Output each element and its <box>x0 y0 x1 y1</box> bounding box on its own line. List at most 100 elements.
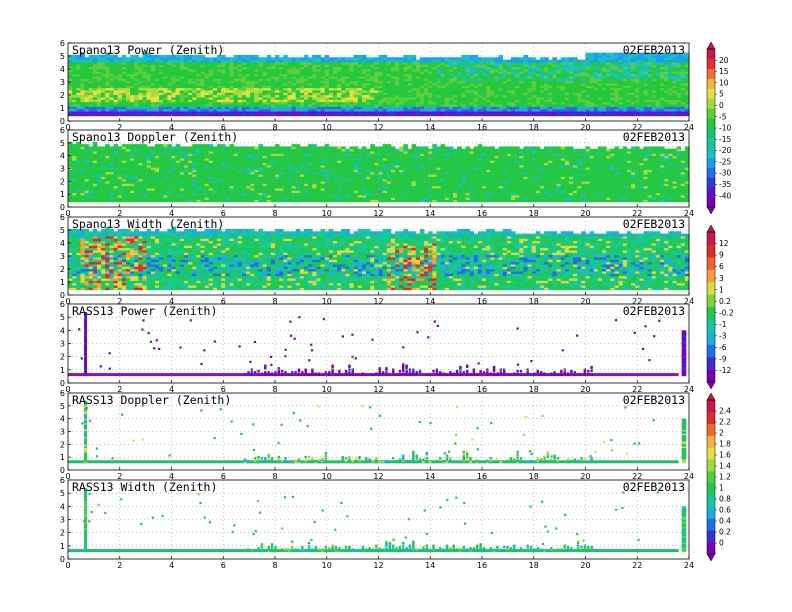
heat-cell <box>361 97 367 100</box>
heat-cell <box>121 61 127 65</box>
heat-cell <box>626 54 632 58</box>
heat-cell <box>84 76 90 79</box>
heat-cell <box>407 85 413 89</box>
heat-cell <box>390 106 396 110</box>
heat-cell <box>96 183 102 187</box>
heat-cell <box>159 174 164 177</box>
heat-cell <box>134 85 139 89</box>
heat-cell <box>262 78 268 82</box>
heat-cell <box>96 108 102 112</box>
heat-cell <box>125 190 131 194</box>
heat-cell <box>217 199 222 203</box>
heat-cell <box>664 66 669 70</box>
heat-cell <box>486 99 491 103</box>
heat-cell <box>428 108 433 112</box>
heat-cell <box>390 59 396 63</box>
heat-cell <box>444 83 450 86</box>
heat-cell <box>183 188 189 191</box>
heat-cell <box>440 71 446 75</box>
heat-cell <box>117 92 123 96</box>
heat-cell <box>655 57 661 61</box>
heat-cell <box>217 80 222 84</box>
heat-cell <box>262 85 268 89</box>
heat-cell <box>631 94 636 98</box>
heat-cell <box>208 153 214 157</box>
heat-cell <box>138 94 143 98</box>
heat-cell <box>684 73 690 77</box>
heat-cell <box>614 101 620 105</box>
heat-cell <box>610 78 615 82</box>
heat-cell <box>204 194 210 198</box>
heat-cell <box>171 176 177 180</box>
heat-cell <box>283 90 288 93</box>
heat-cell <box>92 76 98 79</box>
heat-cell <box>84 83 90 86</box>
heat-cell <box>469 111 475 114</box>
heat-cell <box>121 178 127 182</box>
heat-cell <box>68 197 73 200</box>
heat-cell <box>146 99 152 103</box>
heat-cell <box>519 78 524 82</box>
heat-cell <box>150 71 156 75</box>
heat-cell <box>208 101 214 105</box>
heat-cell <box>568 101 574 105</box>
heat-cell <box>473 61 479 65</box>
heat-cell <box>457 83 462 86</box>
heat-cell <box>146 188 152 191</box>
heat-cell <box>142 59 148 63</box>
heat-cell <box>465 59 470 63</box>
heat-cell <box>212 104 218 107</box>
heat-cell <box>76 167 81 170</box>
heat-cell <box>183 167 189 170</box>
heat-cell <box>150 92 156 96</box>
heat-cell <box>154 99 160 103</box>
heat-cell <box>432 78 437 82</box>
heat-cell <box>175 94 181 98</box>
heat-cell <box>631 108 636 112</box>
heat-cell <box>366 78 371 82</box>
heat-cell <box>175 101 181 105</box>
heat-cell <box>76 71 81 75</box>
heat-cell <box>602 54 607 58</box>
heat-cell <box>175 87 181 91</box>
heat-cell <box>457 92 462 96</box>
heat-cell <box>200 99 206 103</box>
heat-cell <box>150 153 156 157</box>
heat-cell <box>92 69 98 72</box>
heat-cell <box>233 61 239 65</box>
heat-cell <box>217 197 222 200</box>
heat-cell <box>117 66 123 70</box>
heat-cell <box>308 97 313 100</box>
heat-cell <box>105 83 110 86</box>
heat-cell <box>448 73 454 77</box>
heat-cell <box>320 106 326 110</box>
heat-cell <box>477 76 483 79</box>
heat-cell <box>237 151 243 154</box>
heat-cell <box>510 80 516 84</box>
heat-cell <box>614 78 620 82</box>
heat-cell <box>167 160 172 163</box>
heat-cell <box>635 64 640 68</box>
heat-cell <box>490 101 495 105</box>
heat-cell <box>680 101 686 105</box>
heat-cell <box>477 90 483 93</box>
heat-cell <box>84 174 90 177</box>
heat-cell <box>448 78 454 82</box>
heat-cell <box>188 97 193 100</box>
heat-cell <box>146 108 152 112</box>
heat-cell <box>72 146 77 150</box>
heat-cell <box>589 113 595 117</box>
heat-cell <box>407 97 413 100</box>
heat-cell <box>101 197 106 200</box>
heat-cell <box>188 155 193 159</box>
heat-cell <box>415 59 421 63</box>
heat-cell <box>684 104 690 107</box>
heat-cell <box>527 64 533 68</box>
heat-cell <box>233 153 239 157</box>
heat-cell <box>237 190 243 194</box>
heat-cell <box>428 59 433 63</box>
heat-cell <box>163 106 168 110</box>
heat-cell <box>254 66 259 70</box>
heat-cell <box>660 64 665 68</box>
heat-cell <box>395 80 400 84</box>
